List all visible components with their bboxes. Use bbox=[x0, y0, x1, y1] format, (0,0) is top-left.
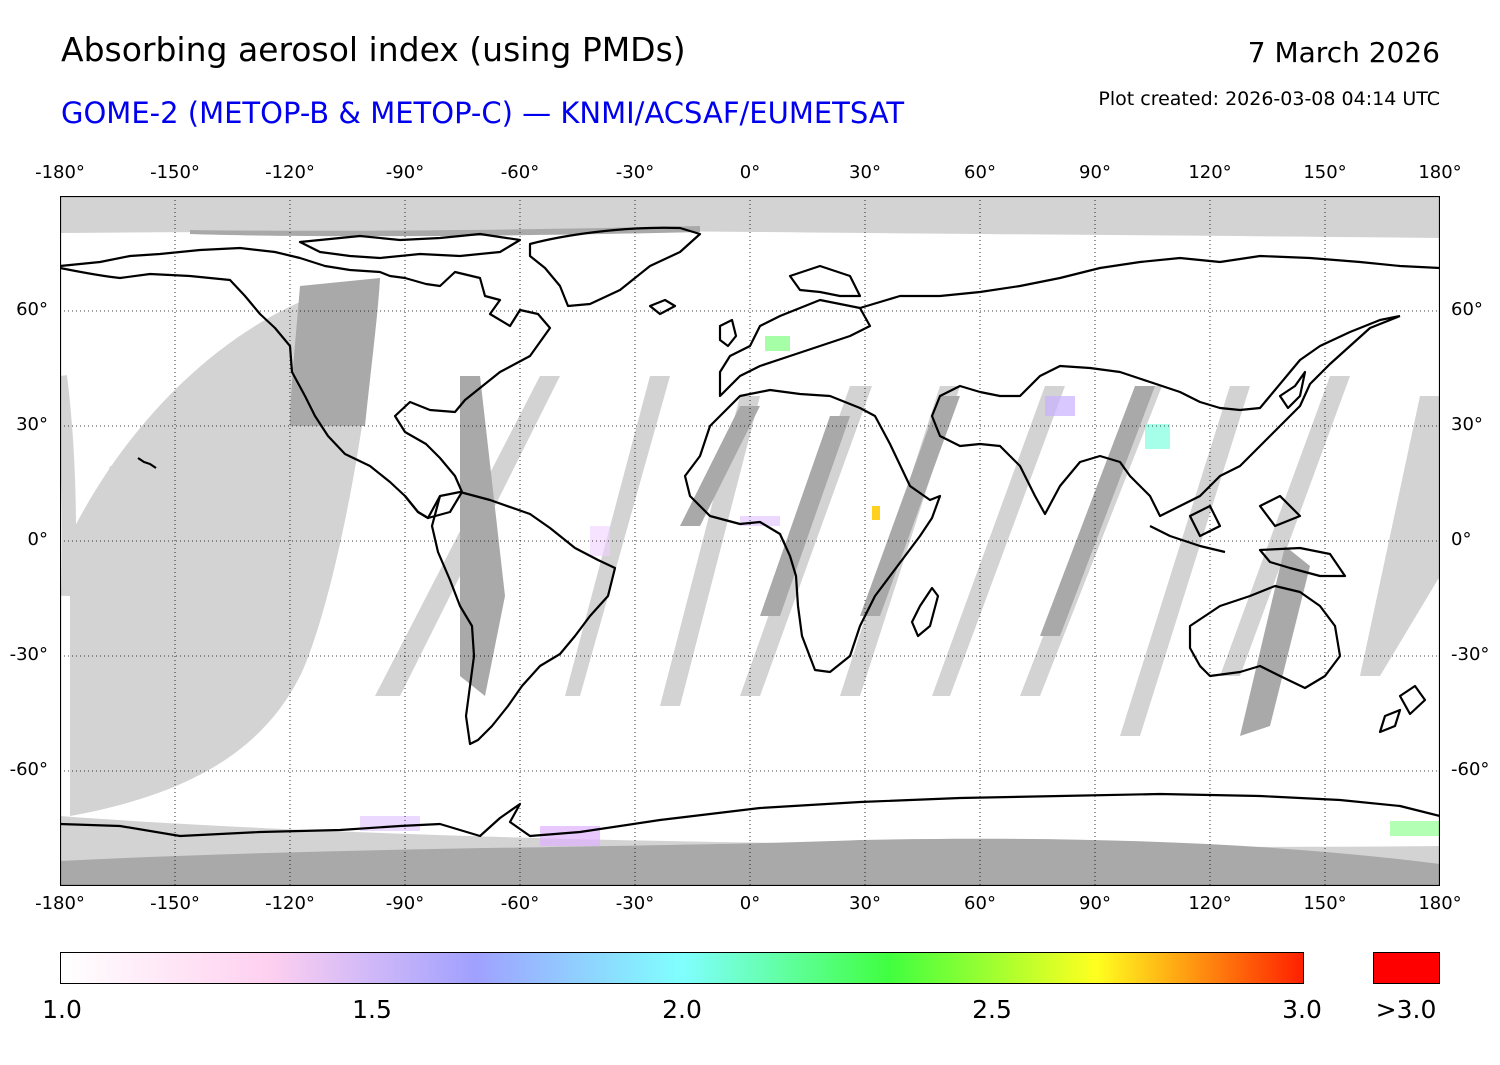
lon-label-top: -30° bbox=[615, 162, 655, 183]
lat-label-left: 30° bbox=[16, 414, 48, 435]
lon-label-bottom: -90° bbox=[385, 893, 425, 914]
lon-label-top: 120° bbox=[1188, 162, 1232, 183]
colorbar bbox=[60, 952, 1304, 984]
world-map bbox=[60, 196, 1440, 886]
lat-label-right: 30° bbox=[1451, 414, 1483, 435]
new-guinea bbox=[1258, 546, 1347, 578]
lon-label-bottom: -30° bbox=[615, 893, 655, 914]
pacific-night-zone bbox=[290, 278, 380, 426]
map-date: 7 March 2026 bbox=[1247, 36, 1440, 69]
lat-label-right: 60° bbox=[1451, 299, 1483, 320]
lon-label-top: -90° bbox=[385, 162, 425, 183]
coastlines bbox=[60, 226, 1440, 838]
lon-label-top: -60° bbox=[500, 162, 540, 183]
swath-night-gaps bbox=[460, 376, 1310, 736]
graticule bbox=[60, 196, 1440, 886]
lat-label-left: -60° bbox=[9, 759, 48, 780]
hawaii bbox=[137, 457, 157, 469]
colorbar-tick-label: 1.0 bbox=[42, 995, 82, 1024]
colorbar-tick-label: 2.5 bbox=[972, 995, 1012, 1024]
central-america bbox=[404, 495, 441, 520]
lon-label-bottom: 90° bbox=[1079, 893, 1111, 914]
lon-label-top: 180° bbox=[1418, 162, 1462, 183]
lon-label-top: 30° bbox=[849, 162, 881, 183]
colorbar-over-label: >3.0 bbox=[1375, 995, 1437, 1024]
plot-created-timestamp: Plot created: 2026-03-08 04:14 UTC bbox=[1098, 88, 1440, 110]
lat-label-left: 0° bbox=[27, 529, 48, 550]
lon-label-bottom: 180° bbox=[1418, 893, 1462, 914]
europe-coast bbox=[718, 264, 872, 398]
japan bbox=[1278, 370, 1307, 410]
map-subtitle: GOME-2 (METOP-B & METOP-C) — KNMI/ACSAF/… bbox=[61, 96, 905, 130]
colorbar-over-swatch bbox=[1373, 952, 1440, 984]
lat-label-right: -60° bbox=[1451, 759, 1490, 780]
lon-label-top: 150° bbox=[1303, 162, 1347, 183]
greenland-coast bbox=[528, 226, 702, 308]
lon-label-bottom: -180° bbox=[35, 893, 85, 914]
arctic-islands bbox=[298, 232, 522, 260]
south-america-coast bbox=[430, 490, 617, 746]
madagascar bbox=[910, 586, 940, 638]
colorbar-tick-label: 2.0 bbox=[662, 995, 702, 1024]
new-zealand bbox=[1378, 684, 1427, 734]
lon-label-top: -180° bbox=[35, 162, 85, 183]
lon-label-top: -150° bbox=[150, 162, 200, 183]
lon-label-top: 90° bbox=[1079, 162, 1111, 183]
lat-label-left: 60° bbox=[16, 299, 48, 320]
colorbar-tick-label: 3.0 bbox=[1282, 995, 1322, 1024]
lat-label-left: -30° bbox=[9, 644, 48, 665]
lon-label-top: -120° bbox=[265, 162, 315, 183]
lon-label-bottom: -120° bbox=[265, 893, 315, 914]
asia-coast bbox=[859, 254, 1440, 518]
lon-label-top: 0° bbox=[739, 162, 761, 183]
lon-label-bottom: 0° bbox=[739, 893, 761, 914]
lon-label-bottom: 150° bbox=[1303, 893, 1347, 914]
map-frame bbox=[60, 196, 1440, 886]
antarctica-coast bbox=[60, 792, 1440, 838]
uk-coast bbox=[718, 318, 738, 348]
lon-label-bottom: 60° bbox=[964, 893, 996, 914]
colorbar-tick-label: 1.5 bbox=[352, 995, 392, 1024]
lon-label-bottom: -60° bbox=[500, 893, 540, 914]
lat-label-right: -30° bbox=[1451, 644, 1490, 665]
lon-label-top: 60° bbox=[964, 162, 996, 183]
map-title: Absorbing aerosol index (using PMDs) bbox=[61, 30, 686, 69]
lat-label-right: 0° bbox=[1451, 529, 1472, 550]
lon-label-bottom: 120° bbox=[1188, 893, 1232, 914]
lon-label-bottom: -150° bbox=[150, 893, 200, 914]
north-america-coast bbox=[60, 246, 552, 520]
africa-coast bbox=[683, 388, 942, 674]
lon-label-bottom: 30° bbox=[849, 893, 881, 914]
